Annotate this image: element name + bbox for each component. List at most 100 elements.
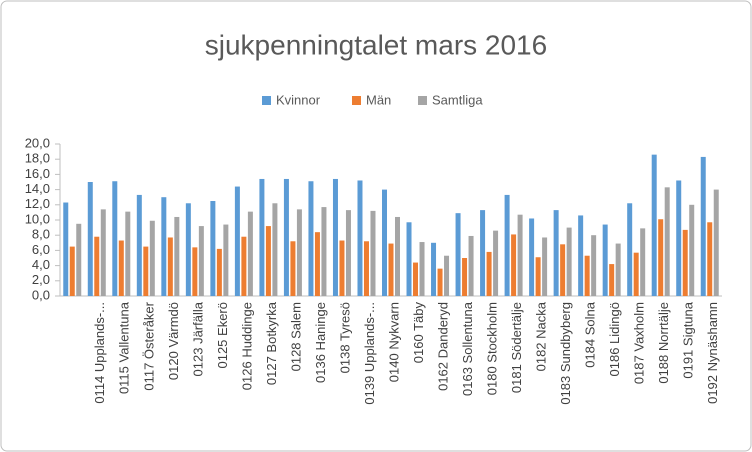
bar	[185, 203, 191, 296]
bar	[265, 226, 271, 296]
x-tick-label: 0188 Norrtälje	[656, 302, 671, 384]
x-tick-label: 0123 Järfälla	[190, 301, 205, 376]
bar	[216, 248, 222, 296]
bar	[406, 222, 412, 296]
x-tick-label: 0138 Tyresö	[337, 302, 352, 373]
bar	[658, 219, 664, 296]
bar	[664, 187, 670, 296]
x-tick-label: 0192 Nynäshamn	[705, 302, 720, 404]
bar	[345, 210, 351, 296]
y-tick-label: 6,0	[32, 242, 50, 257]
bar	[578, 215, 584, 296]
bar	[609, 264, 615, 296]
bar	[241, 236, 247, 296]
bar	[713, 189, 719, 296]
x-tick-label: 0127 Botkyrka	[264, 301, 279, 385]
bar	[480, 210, 486, 296]
bar	[308, 181, 314, 296]
x-tick-label: 0160 Täby	[411, 302, 426, 364]
x-tick-label: 0115 Vallentuna	[117, 301, 132, 394]
bar	[290, 241, 296, 296]
y-tick-label: 10,0	[25, 211, 50, 226]
x-tick-label: 0125 Ekerö	[215, 302, 230, 369]
bar	[174, 216, 180, 296]
bar	[444, 255, 450, 296]
bar	[143, 246, 149, 296]
bar	[118, 240, 124, 296]
bar	[161, 197, 167, 296]
bar	[419, 242, 425, 296]
bar	[584, 255, 590, 296]
bar	[76, 223, 82, 296]
bar	[529, 218, 535, 296]
bar	[382, 189, 387, 296]
x-tick-label: 0184 Solna	[583, 301, 598, 368]
x-tick-label: 0182 Nacka	[534, 301, 549, 371]
bar	[682, 229, 688, 296]
y-tick-label: 18,0	[25, 151, 50, 166]
y-tick-label: 2,0	[32, 272, 50, 287]
bar	[283, 178, 289, 296]
bar	[627, 203, 633, 296]
bar	[431, 242, 437, 296]
bar	[468, 235, 474, 296]
bar	[395, 216, 400, 296]
bar	[247, 211, 253, 296]
x-tick-label: 0128 Salem	[288, 302, 303, 371]
bar	[486, 251, 492, 296]
legend-label: Kvinnor	[276, 92, 321, 107]
y-tick-label: 20,0	[25, 135, 50, 150]
bar	[542, 237, 548, 296]
bar	[535, 257, 541, 296]
bar	[69, 246, 75, 296]
bar	[357, 180, 363, 296]
bar	[314, 232, 320, 296]
bar	[517, 214, 523, 296]
bar	[651, 154, 657, 296]
x-tick-label: 0187 Vaxholm	[632, 302, 647, 384]
bar	[591, 235, 597, 296]
bar	[259, 178, 265, 296]
bar	[339, 240, 345, 296]
bar	[566, 227, 572, 296]
bar	[112, 181, 118, 296]
y-tick-label: 16,0	[25, 166, 50, 181]
y-tick-label: 4,0	[32, 257, 50, 272]
bar	[149, 220, 155, 296]
x-tick-label: 0140 Nykvarn	[386, 302, 401, 382]
bar	[511, 234, 517, 296]
bar	[602, 224, 608, 296]
bar	[125, 211, 131, 296]
x-tick-label: 0120 Värmdö	[166, 302, 181, 380]
y-tick-label: 12,0	[25, 196, 50, 211]
x-tick-label: 0181 Södertälje	[509, 302, 524, 393]
bar	[94, 236, 100, 296]
y-tick-label: 0,0	[32, 287, 50, 302]
legend-swatch	[418, 96, 427, 105]
x-tick-label: 0114 Upplands-...	[92, 302, 107, 404]
bar	[223, 224, 229, 296]
x-tick-label: 0117 Österåker	[141, 301, 156, 390]
bar	[87, 182, 93, 296]
bar	[63, 202, 69, 296]
bar	[640, 228, 646, 296]
y-tick-label: 14,0	[25, 181, 50, 196]
bar	[296, 209, 302, 296]
bar	[272, 203, 278, 296]
bar	[462, 258, 468, 296]
chart-title: sjukpenningtalet mars 2016	[205, 29, 547, 60]
bar	[493, 230, 499, 296]
bar	[707, 222, 713, 296]
x-tick-label: 0139 Upplands-...	[362, 302, 377, 405]
bar	[455, 213, 461, 296]
legend-label: Män	[366, 92, 391, 107]
x-tick-label: 0186 Lidingö	[607, 302, 622, 376]
bar	[136, 194, 142, 296]
bar	[210, 201, 216, 296]
x-tick-label: 0136 Haninge	[313, 302, 328, 383]
y-tick-label: 8,0	[32, 227, 50, 242]
legend-swatch	[262, 96, 271, 105]
bar	[167, 237, 173, 296]
bar	[198, 226, 204, 296]
bar	[560, 244, 566, 296]
